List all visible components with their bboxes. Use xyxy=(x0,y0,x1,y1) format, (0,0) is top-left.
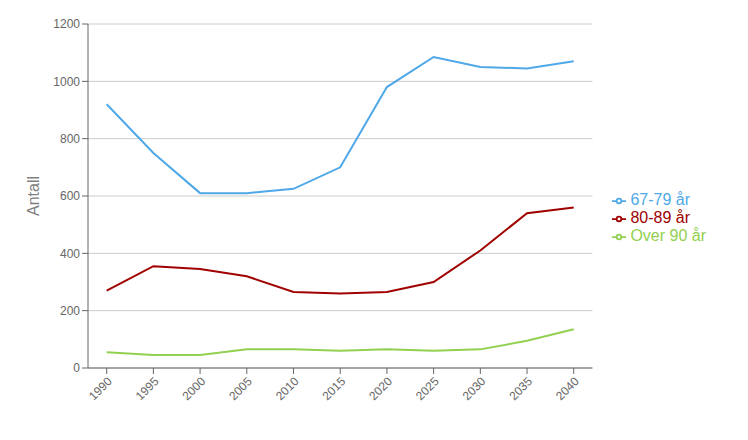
svg-text:Antall: Antall xyxy=(25,176,42,216)
svg-text:1200: 1200 xyxy=(53,17,80,31)
svg-text:2025: 2025 xyxy=(413,374,442,403)
svg-text:400: 400 xyxy=(60,247,80,261)
html-text:80-89 år: 80-89 år xyxy=(630,209,690,226)
svg-text:2010: 2010 xyxy=(273,374,302,403)
html-text:67-79 år: 67-79 år xyxy=(630,191,690,208)
svg-text:2020: 2020 xyxy=(366,374,395,403)
svg-text:1000: 1000 xyxy=(53,75,80,89)
svg-text:1995: 1995 xyxy=(133,374,162,403)
svg-text:200: 200 xyxy=(60,304,80,318)
svg-text:2030: 2030 xyxy=(460,374,489,403)
svg-text:800: 800 xyxy=(60,132,80,146)
svg-text:2035: 2035 xyxy=(506,374,535,403)
svg-text:2015: 2015 xyxy=(320,374,349,403)
svg-text:1990: 1990 xyxy=(86,374,115,403)
svg-text:2005: 2005 xyxy=(226,374,255,403)
svg-text:600: 600 xyxy=(60,189,80,203)
html-text:Over 90 år: Over 90 år xyxy=(630,227,706,244)
svg-text:2000: 2000 xyxy=(179,374,208,403)
svg-text:0: 0 xyxy=(73,361,80,375)
svg-text:2040: 2040 xyxy=(553,374,582,403)
